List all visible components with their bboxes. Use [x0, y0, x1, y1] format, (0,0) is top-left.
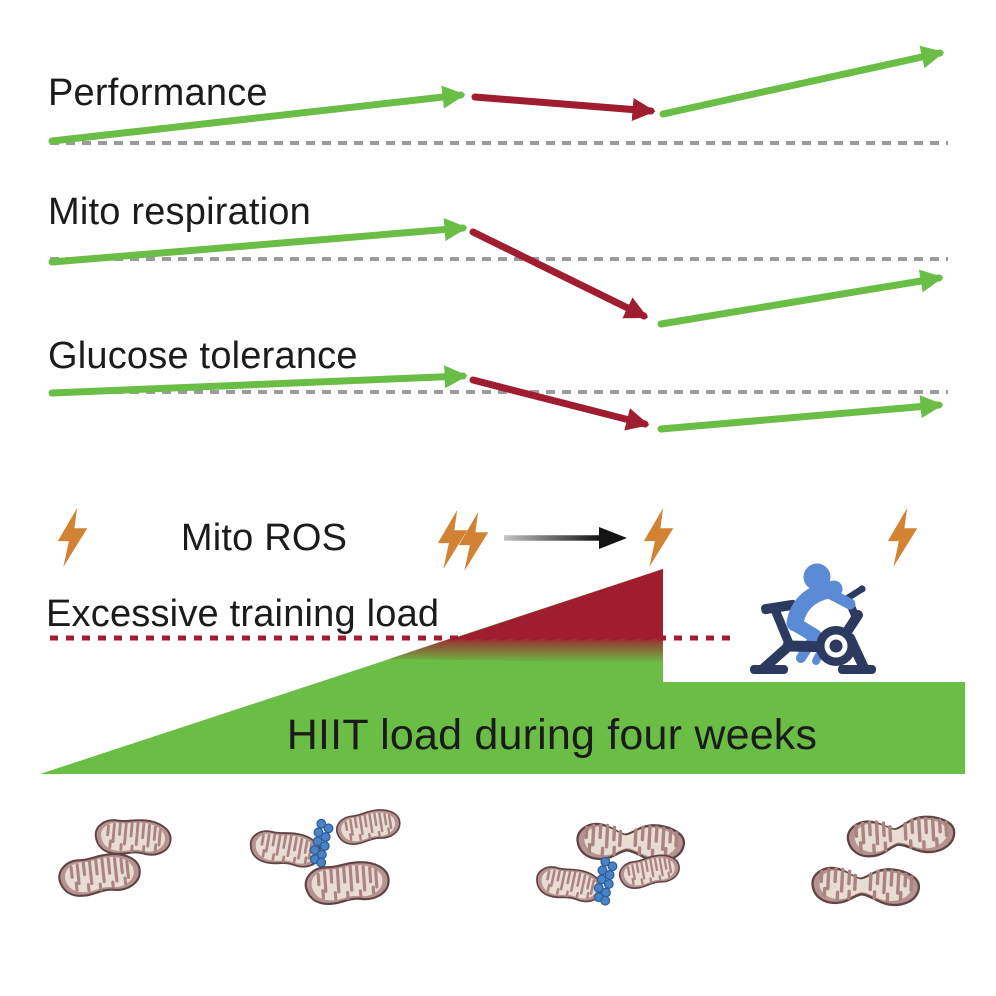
mitochondrion-illustration: [304, 860, 390, 905]
performance-label: Performance: [48, 72, 268, 114]
bike-wheel-hub: [829, 639, 843, 653]
bike-handlebar-knob: [858, 585, 866, 593]
lightning-bolt-icon: [458, 512, 489, 571]
mitochondria-group-1: [57, 816, 172, 898]
hiit-load-ramp: [40, 569, 965, 774]
mitochondria-group-4: [812, 815, 956, 907]
rider-arm: [823, 587, 856, 610]
excessive-training-load-label: Excessive training load: [46, 593, 440, 635]
mitochondrion-illustration: [617, 852, 681, 891]
mito-respiration-rise-arrow: [48, 218, 468, 266]
mitochondria-group-3: [534, 821, 685, 906]
mitochondria-group-2: [248, 807, 402, 906]
bike-seat-post: [771, 607, 795, 651]
performance-dip-arrow: [471, 93, 656, 122]
rider-head: [803, 563, 831, 591]
overreach-red-zone: [452, 569, 663, 639]
mitochondrion-illustration: [534, 862, 605, 906]
glucose-tolerance-rise-arrow: [48, 365, 468, 397]
mito-ros-label: Mito ROS: [180, 517, 348, 559]
mitochondrion-illustration: [335, 807, 402, 847]
exercise-bike-icon: [750, 563, 876, 674]
bike-front-foot: [838, 665, 876, 674]
glucose-tolerance-label: Glucose tolerance: [48, 335, 358, 377]
mito-respiration-recovery-arrow: [657, 269, 944, 328]
fused-mitochondrion-illustration: [847, 815, 955, 857]
mito-respiration-label: Mito respiration: [48, 191, 311, 233]
mito-respiration-trend-row: [48, 218, 948, 328]
lightning-bolt-icon: [887, 508, 918, 567]
overreach-blend-zone: [388, 638, 663, 663]
glucose-tolerance-trend-row: [48, 365, 948, 433]
glucose-tolerance-recovery-arrow: [657, 395, 944, 433]
mitochondrion-illustration: [94, 816, 172, 858]
lightning-bolt-icon: [643, 508, 674, 567]
performance-recovery-arrow: [659, 45, 945, 118]
black-transition-arrow-icon: [504, 527, 627, 549]
hiit-load-label: HIIT load during four weeks: [286, 711, 818, 759]
hiit-load-green-area: [40, 569, 965, 774]
lightning-bolt-icon: [57, 508, 88, 567]
performance-trend-row: [48, 45, 948, 145]
glucose-tolerance-drop-arrow: [469, 376, 650, 431]
bike-seat: [761, 599, 797, 615]
mito-ros-row: [57, 508, 918, 571]
mito-respiration-drop-arrow: [469, 228, 649, 320]
fused-mitochondrion-illustration: [812, 865, 920, 907]
performance-rise-arrow: [48, 85, 466, 145]
mitochondrion-illustration: [57, 851, 141, 898]
